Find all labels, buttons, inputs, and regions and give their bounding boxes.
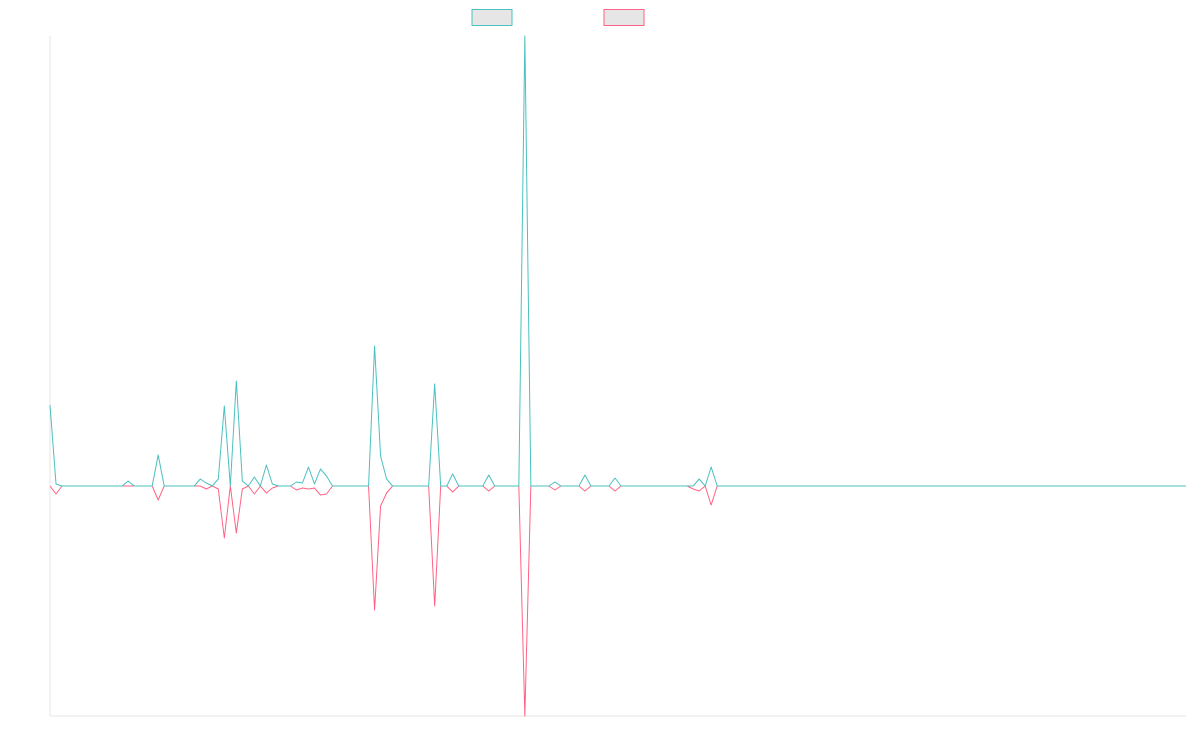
legend-swatch (603, 9, 645, 26)
series-line (49, 35, 1186, 487)
legend-swatch (471, 9, 513, 26)
series-line (49, 485, 1186, 717)
